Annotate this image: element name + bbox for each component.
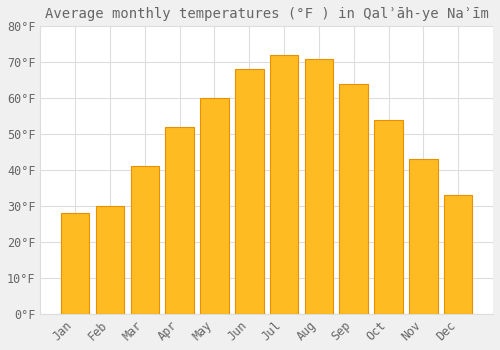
- Bar: [304, 59, 333, 314]
- Bar: [409, 159, 438, 314]
- Bar: [270, 55, 298, 314]
- Bar: [96, 206, 124, 314]
- Bar: [444, 195, 472, 314]
- Bar: [235, 69, 264, 314]
- Title: Average monthly temperatures (°F ) in Qalʾāh-ye Naʾīm: Average monthly temperatures (°F ) in Qa…: [44, 7, 488, 21]
- Bar: [374, 120, 403, 314]
- Bar: [200, 98, 228, 314]
- Bar: [130, 167, 159, 314]
- Bar: [340, 84, 368, 314]
- Bar: [61, 213, 90, 314]
- Bar: [166, 127, 194, 314]
